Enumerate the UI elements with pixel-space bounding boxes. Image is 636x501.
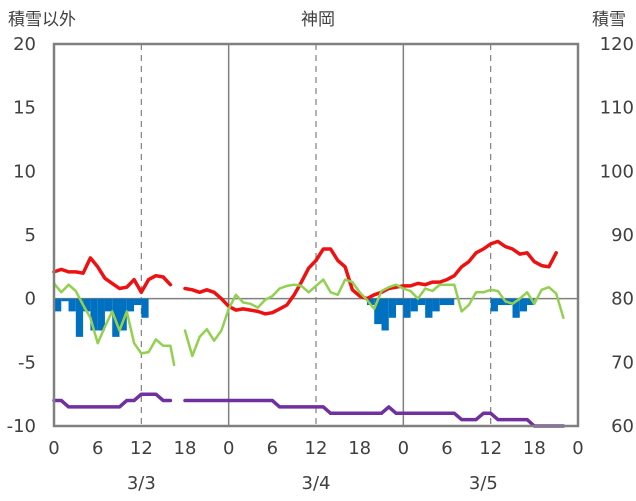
bar	[410, 298, 418, 312]
bar	[119, 298, 127, 331]
x-tick-label: 18	[523, 438, 546, 459]
bar-layer	[54, 298, 535, 337]
right-tick-label: 90	[611, 225, 634, 246]
x-tick-label: 0	[223, 438, 234, 459]
x-tick-label: 0	[398, 438, 409, 459]
x-tick-label: 18	[348, 438, 371, 459]
bar	[83, 298, 91, 312]
x-tick-label: 0	[572, 438, 583, 459]
bar	[75, 298, 84, 337]
bar	[61, 298, 69, 302]
x-tick-label: 6	[441, 438, 452, 459]
bar	[90, 298, 98, 331]
left-tick-label: 15	[13, 98, 36, 119]
bar	[527, 298, 535, 306]
bar	[403, 298, 411, 318]
x-tick-label: 0	[48, 438, 59, 459]
bar	[439, 298, 447, 306]
x-tick-label: 6	[92, 438, 103, 459]
left-tick-label: 5	[25, 225, 36, 246]
bar	[432, 298, 440, 312]
bar	[425, 298, 433, 318]
temperature-line	[52, 239, 558, 316]
green_line-line	[52, 278, 565, 367]
bar	[417, 298, 426, 306]
bar	[54, 298, 62, 312]
right-tick-label: 80	[611, 289, 634, 310]
bar	[512, 298, 520, 318]
bar	[134, 298, 142, 306]
left-tick-label: 0	[25, 289, 36, 310]
x-tick-label: 12	[130, 438, 153, 459]
date-label: 3/5	[469, 473, 498, 494]
left-tick-label: -5	[18, 352, 36, 373]
bar	[104, 298, 113, 312]
bar	[519, 298, 528, 312]
bar	[97, 298, 105, 331]
bar	[68, 298, 76, 312]
right-tick-label: 100	[600, 161, 634, 182]
right-axis-label: 積雪	[592, 10, 626, 30]
left-axis-label: 積雪以外	[8, 10, 76, 30]
bar	[141, 298, 149, 318]
right-tick-label: 60	[611, 416, 634, 437]
snow_depth-line	[52, 392, 566, 428]
right-tick-label: 110	[600, 98, 634, 119]
line-layer	[52, 239, 566, 428]
bar	[490, 298, 498, 312]
bar	[497, 298, 506, 306]
date-label: 3/4	[302, 473, 331, 494]
x-tick-label: 6	[267, 438, 278, 459]
bar	[374, 298, 382, 325]
bar	[126, 298, 135, 312]
left-tick-label: 10	[13, 161, 36, 182]
x-tick-label: 12	[305, 438, 328, 459]
date-label: 3/3	[127, 473, 156, 494]
x-tick-label: 12	[479, 438, 502, 459]
bar	[388, 298, 397, 318]
bar	[396, 298, 404, 306]
plot-frame	[52, 42, 580, 428]
bar	[381, 298, 389, 331]
right-tick-label: 120	[600, 34, 634, 55]
right-tick-label: 70	[611, 352, 634, 373]
left-tick-label: 20	[13, 34, 36, 55]
left-tick-label: -10	[7, 416, 36, 437]
bar	[366, 298, 375, 306]
x-tick-label: 18	[174, 438, 197, 459]
grid-layer	[54, 44, 578, 426]
chart-title: 神岡	[301, 10, 335, 30]
bar	[447, 298, 455, 306]
